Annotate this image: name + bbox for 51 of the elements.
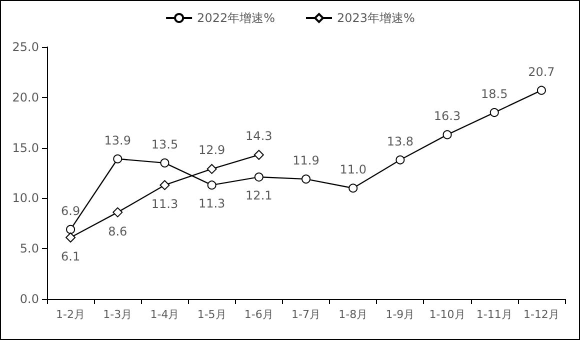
- x-tick-label: 1-6月: [244, 308, 274, 321]
- point: [66, 224, 76, 234]
- data-label: 16.3: [434, 109, 461, 124]
- data-label: 11.3: [198, 196, 226, 211]
- point: [160, 180, 170, 190]
- data-label: 13.9: [104, 133, 131, 148]
- data-label: 12.1: [246, 188, 272, 203]
- point: [348, 184, 358, 193]
- data-label: 11.3: [151, 197, 178, 212]
- y-tick-label: 20.0: [12, 90, 39, 104]
- point: [66, 232, 76, 243]
- x-tick-label: 1-9月: [386, 308, 415, 321]
- legend-label: 2022年增速%: [197, 11, 276, 25]
- data-label: 12.9: [198, 142, 226, 157]
- data-label: 18.5: [481, 87, 508, 102]
- point: [536, 86, 546, 95]
- point: [112, 207, 123, 218]
- legend-label: 2023年增速%: [337, 11, 415, 25]
- y-tick-label: 15.0: [12, 140, 39, 155]
- x-tick-label: 1-5月: [197, 308, 226, 321]
- x-tick-label: 1-4月: [150, 308, 180, 321]
- x-tick-label: 1-11月: [476, 308, 512, 321]
- data-label: 6.1: [61, 250, 80, 264]
- point: [396, 155, 405, 164]
- x-tick-label: 1-2月: [56, 308, 86, 321]
- x-tick-label: 1-8月: [338, 308, 368, 321]
- x-tick-label: 1-10月: [429, 308, 466, 321]
- point: [160, 158, 170, 168]
- y-tick-label: 10.0: [12, 191, 39, 206]
- point: [442, 130, 452, 140]
- x-tick-label: 1-7月: [292, 308, 320, 321]
- data-label: 14.3: [246, 128, 272, 143]
- data-label: 20.7: [528, 64, 555, 79]
- x-tick-label: 1-12月: [523, 308, 560, 321]
- point: [254, 150, 264, 160]
- data-label: 11.0: [340, 162, 366, 177]
- data-label: 8.6: [108, 224, 128, 238]
- point: [207, 180, 216, 190]
- y-tick-label: 25.0: [12, 40, 39, 54]
- point: [206, 164, 217, 174]
- y-tick-label: 5.0: [20, 242, 39, 256]
- point: [254, 172, 264, 182]
- x-tick-label: 1-3月: [103, 308, 132, 321]
- y-tick-label: 0.0: [20, 292, 39, 306]
- data-label: 6.9: [61, 204, 80, 218]
- point: [113, 154, 122, 164]
- data-label: 13.8: [386, 134, 414, 148]
- data-label: 13.5: [151, 137, 178, 152]
- point: [302, 174, 310, 184]
- point: [490, 108, 499, 118]
- data-label: 11.9: [292, 154, 320, 168]
